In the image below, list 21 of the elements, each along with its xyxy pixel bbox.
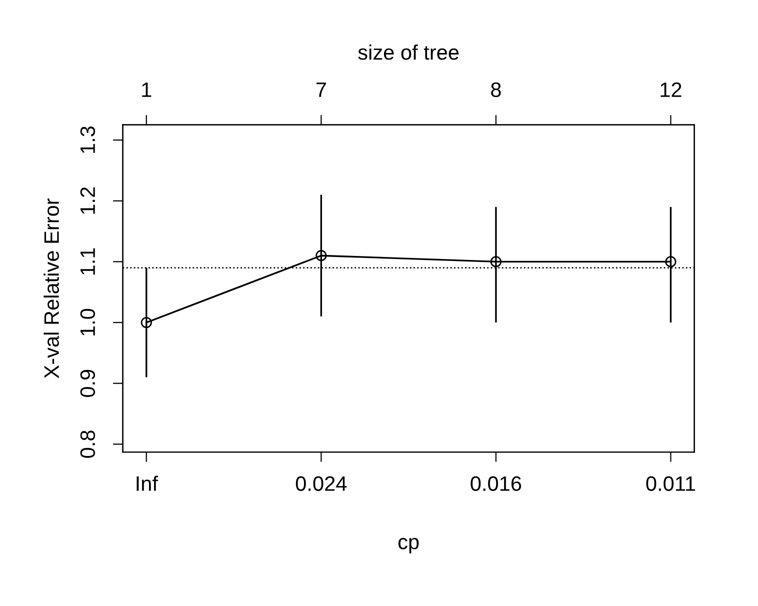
x-axis-title: cp: [398, 538, 419, 554]
y-tick-label: 0.8: [80, 430, 96, 458]
point: [490, 256, 502, 268]
text: 7: [316, 82, 326, 97]
y-tick-label: 1.2: [80, 187, 95, 214]
x2-axis-title: size of tree: [358, 44, 459, 60]
y-axis-title: X-val Relative Error: [44, 198, 59, 378]
y-tick-label: 0.9: [80, 370, 96, 398]
x-tick-label: Inf: [136, 476, 158, 491]
y-tick-label: 1.3: [80, 126, 96, 153]
text: 8: [491, 82, 501, 98]
y-tick-label: 1.0: [80, 308, 96, 336]
text: 1: [142, 82, 152, 97]
point: [316, 250, 327, 262]
x-tick-label: 0.024: [296, 476, 347, 491]
x-tick-label: 0.016: [470, 476, 522, 491]
point: [140, 316, 152, 328]
y-tick-label: 1.1: [80, 248, 95, 275]
x-tick-label: 0.011: [646, 476, 696, 491]
point: [665, 256, 676, 268]
text: 12: [660, 82, 682, 97]
